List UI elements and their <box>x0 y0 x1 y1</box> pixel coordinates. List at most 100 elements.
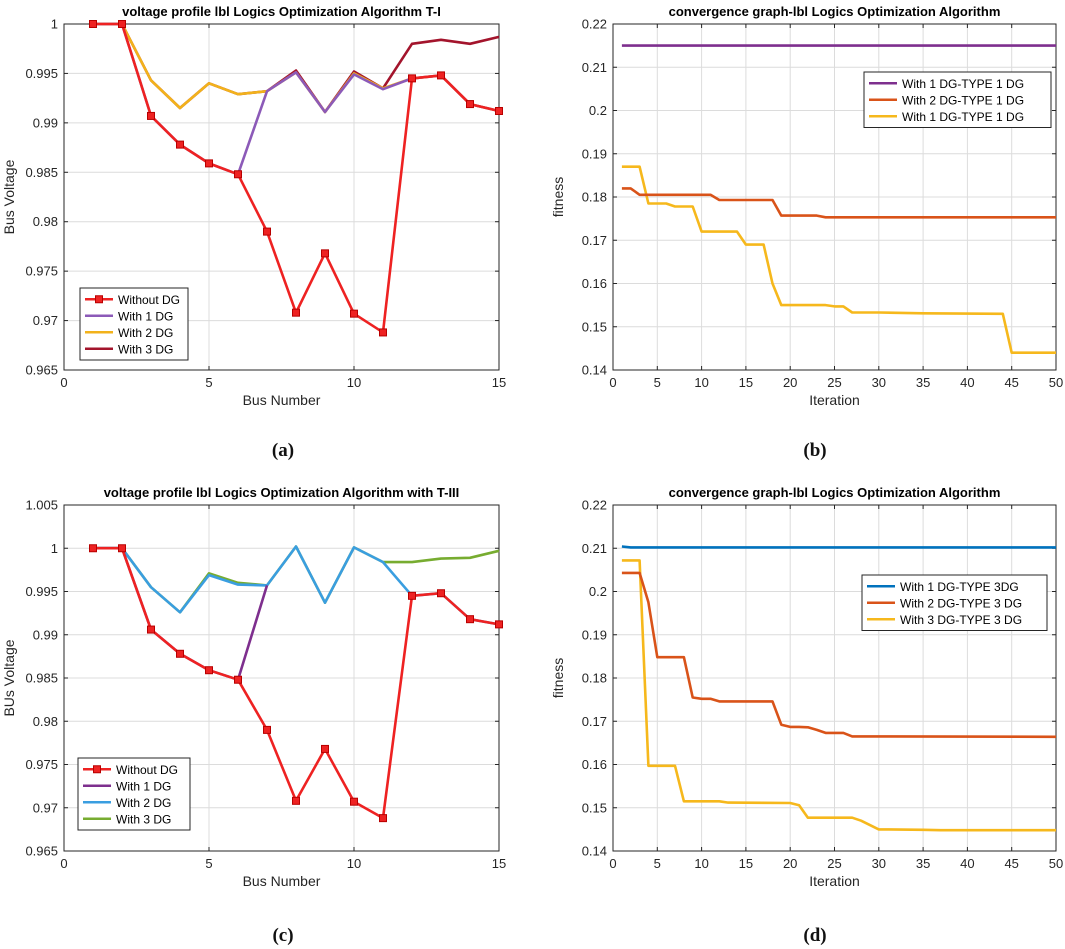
y-tick-label: 0.98 <box>33 714 58 729</box>
x-axis-label: Iteration <box>809 392 860 408</box>
y-tick-label: 0.18 <box>582 671 607 686</box>
x-tick-label: 50 <box>1049 856 1063 871</box>
data-point <box>89 20 97 28</box>
y-tick-label: 0.98 <box>33 214 58 229</box>
x-tick-label: 0 <box>609 856 616 871</box>
y-tick-label: 0.995 <box>25 66 58 81</box>
legend-entry-0: With 1 DG-TYPE 1 DG <box>902 77 1024 91</box>
series-line-0 <box>621 545 1056 549</box>
y-axis-label: fitness <box>550 658 566 698</box>
x-tick-label: 20 <box>783 856 797 871</box>
x-tick-label: 5 <box>654 375 661 390</box>
x-tick-label: 25 <box>827 856 841 871</box>
panel-label-b: (b) <box>803 440 827 461</box>
x-tick-label: 35 <box>916 856 930 871</box>
x-tick-label: 0 <box>609 375 616 390</box>
data-point <box>437 71 445 80</box>
data-point <box>321 744 329 753</box>
legend-entry-1: With 2 DG-TYPE 1 DG <box>902 93 1024 107</box>
y-tick-label: 0.15 <box>582 319 607 334</box>
data-point <box>176 140 184 149</box>
y-tick-label: 0.2 <box>589 103 607 118</box>
x-axis-label: Iteration <box>809 873 860 889</box>
data-point <box>495 620 503 629</box>
chart-1: 0 5 10 15 20 25 30 35 40 45 50 0.14 0.15 0.16 0.17 0.18… <box>550 4 1063 408</box>
x-tick-label: 15 <box>739 856 753 871</box>
data-point <box>89 544 97 553</box>
panel-label-a: (a) <box>271 440 295 461</box>
legend-entry-3: With 3 DG <box>118 342 173 356</box>
data-point <box>495 106 503 115</box>
y-tick-label: 0.99 <box>33 115 58 130</box>
x-tick-label: 10 <box>694 375 708 390</box>
data-point <box>292 308 300 317</box>
x-tick-label: 15 <box>492 375 506 390</box>
y-tick-label: 0.965 <box>25 844 58 859</box>
y-tick-label: 0.2 <box>589 584 607 599</box>
legend-entry-0: With 1 DG-TYPE 3DG <box>900 580 1019 594</box>
x-tick-label: 10 <box>347 856 361 871</box>
y-tick-label: 0.17 <box>582 714 607 729</box>
data-point <box>118 544 126 553</box>
data-point <box>234 170 242 179</box>
legend-marker <box>93 765 101 774</box>
chart-title: convergence graph-lbl Logics Optimizatio… <box>669 4 1001 19</box>
chart-title: voltage profile lbl Logics Optimization … <box>104 485 460 500</box>
x-tick-label: 5 <box>205 375 212 390</box>
y-axis-label: BUs Voltage <box>1 639 17 716</box>
x-tick-label: 40 <box>960 375 974 390</box>
legend-entry-2: With 2 DG <box>118 326 173 340</box>
y-tick-label: 0.985 <box>25 165 58 180</box>
series-line-2 <box>621 559 1056 832</box>
data-point <box>205 159 213 168</box>
data-point <box>147 625 155 634</box>
x-tick-label: 15 <box>739 375 753 390</box>
data-point <box>147 111 155 120</box>
legend-entry-0: Without DG <box>116 763 178 777</box>
data-point <box>292 796 300 805</box>
y-tick-label: 0.14 <box>582 844 607 859</box>
y-tick-label: 0.16 <box>582 757 607 772</box>
panel-label-d: (d) <box>803 925 827 946</box>
legend: With 1 DG-TYPE 3DG With 2 DG-TYPE 3 DG Wit… <box>861 574 1048 631</box>
data-point <box>350 309 358 318</box>
x-tick-label: 5 <box>205 856 212 871</box>
series-line-2 <box>621 165 1056 355</box>
x-tick-label: 0 <box>60 375 67 390</box>
data-point <box>379 814 387 823</box>
data-point <box>234 675 242 684</box>
chart-2: 0 5 10 15 0.965 0.97 0.975 0.98 0.985 0.99 0.995 1 1… <box>1 485 506 889</box>
data-point <box>263 227 271 236</box>
y-tick-label: 0.18 <box>582 190 607 205</box>
y-tick-label: 0.975 <box>25 757 58 772</box>
y-tick-label: 0.985 <box>25 671 58 686</box>
data-point <box>263 725 271 734</box>
x-tick-label: 50 <box>1049 375 1063 390</box>
y-tick-label: 0.97 <box>33 313 58 328</box>
series-line-1 <box>621 571 1057 739</box>
data-point <box>408 74 416 83</box>
x-tick-label: 10 <box>694 856 708 871</box>
legend-entry-2: With 1 DG-TYPE 1 DG <box>902 110 1024 124</box>
y-axis-label: Bus Voltage <box>1 159 17 234</box>
y-tick-label: 0.975 <box>25 264 58 279</box>
legend-entry-1: With 2 DG-TYPE 3 DG <box>900 596 1022 610</box>
chart-3: 0 5 10 15 20 25 30 35 40 45 50 0.14 0.15 0.16 0.17 0.18… <box>550 485 1063 889</box>
y-tick-label: 0.99 <box>33 627 58 642</box>
x-tick-label: 45 <box>1004 856 1018 871</box>
legend-marker <box>95 295 103 304</box>
legend-entry-0: Without DG <box>118 293 180 307</box>
y-tick-label: 0.14 <box>582 363 607 378</box>
legend: Without DG With 1 DG With 2 DG With 3 DG <box>77 757 191 831</box>
data-point <box>437 589 445 598</box>
y-tick-label: 0.21 <box>582 541 607 556</box>
x-axis-label: Bus Number <box>243 873 321 889</box>
legend-entry-1: With 1 DG <box>118 309 173 323</box>
y-tick-label: 0.19 <box>582 627 607 642</box>
legend-entry-3: With 3 DG <box>116 812 171 826</box>
x-tick-label: 0 <box>60 856 67 871</box>
chart-title: voltage profile lbl Logics Optimization … <box>122 4 441 19</box>
data-point <box>205 666 213 675</box>
legend: With 1 DG-TYPE 1 DG With 2 DG-TYPE 1 DG Wi… <box>863 71 1052 128</box>
